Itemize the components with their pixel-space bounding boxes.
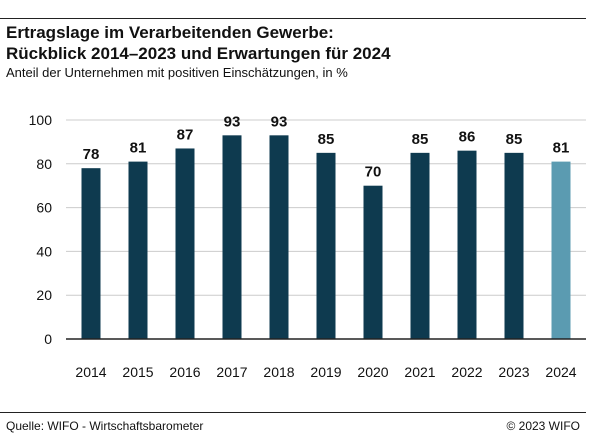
chart-subtitle: Anteil der Unternehmen mit positiven Ein… [6, 65, 348, 80]
x-tick-label: 2021 [404, 364, 435, 380]
data-label: 85 [412, 131, 429, 148]
x-tick-label: 2019 [310, 364, 341, 380]
bar-2019 [316, 152, 336, 339]
y-tick-label: 80 [36, 156, 52, 172]
x-tick-label: 2023 [498, 364, 529, 380]
data-label: 87 [177, 126, 194, 143]
x-tick-label: 2022 [451, 364, 482, 380]
x-tick-label: 2024 [545, 364, 576, 380]
bar-2016 [175, 148, 195, 339]
bar-2018 [269, 135, 289, 339]
x-tick-label: 2020 [357, 364, 388, 380]
x-tick-label: 2016 [169, 364, 200, 380]
bar-2015 [128, 161, 148, 339]
data-label: 86 [459, 129, 476, 146]
x-tick-label: 2017 [216, 364, 247, 380]
x-tick-label: 2015 [122, 364, 153, 380]
top-rule [0, 18, 586, 19]
x-tick-label: 2014 [75, 364, 106, 380]
y-tick-label: 60 [36, 200, 52, 216]
data-label: 93 [224, 113, 241, 130]
bar-2024 [551, 161, 571, 339]
y-tick-label: 40 [36, 243, 52, 259]
x-tick-label: 2018 [263, 364, 294, 380]
bar-2022 [457, 150, 477, 339]
y-tick-label: 100 [29, 112, 53, 128]
bottom-rule [0, 412, 586, 413]
title-line-1: Ertragslage im Verarbeitenden Gewerbe: [6, 23, 334, 42]
chart-title: Ertragslage im Verarbeitenden Gewerbe: R… [6, 22, 586, 64]
bar-2014 [81, 168, 101, 339]
bar-2017 [222, 135, 242, 339]
data-label: 93 [271, 113, 288, 130]
y-tick-label: 0 [44, 331, 52, 347]
bar-2021 [410, 152, 430, 339]
bar-chart: 0 20 40 60 80 100 78 2014 81 2015 87 2016 93 2017 93 20… [29, 112, 586, 380]
data-label: 81 [553, 140, 570, 157]
data-label: 85 [506, 131, 523, 148]
y-tick-label: 20 [36, 287, 52, 303]
bar-2020 [363, 185, 383, 339]
data-label: 81 [130, 140, 147, 157]
source-note: Quelle: WIFO - Wirtschaftsbarometer [6, 419, 204, 433]
data-label: 70 [365, 164, 382, 181]
copyright-note: © 2023 WIFO [506, 419, 580, 433]
bar-2023 [504, 152, 524, 339]
data-label: 85 [318, 131, 335, 148]
title-line-2: Rückblick 2014–2023 und Erwartungen für … [6, 44, 391, 63]
data-label: 78 [83, 146, 100, 163]
